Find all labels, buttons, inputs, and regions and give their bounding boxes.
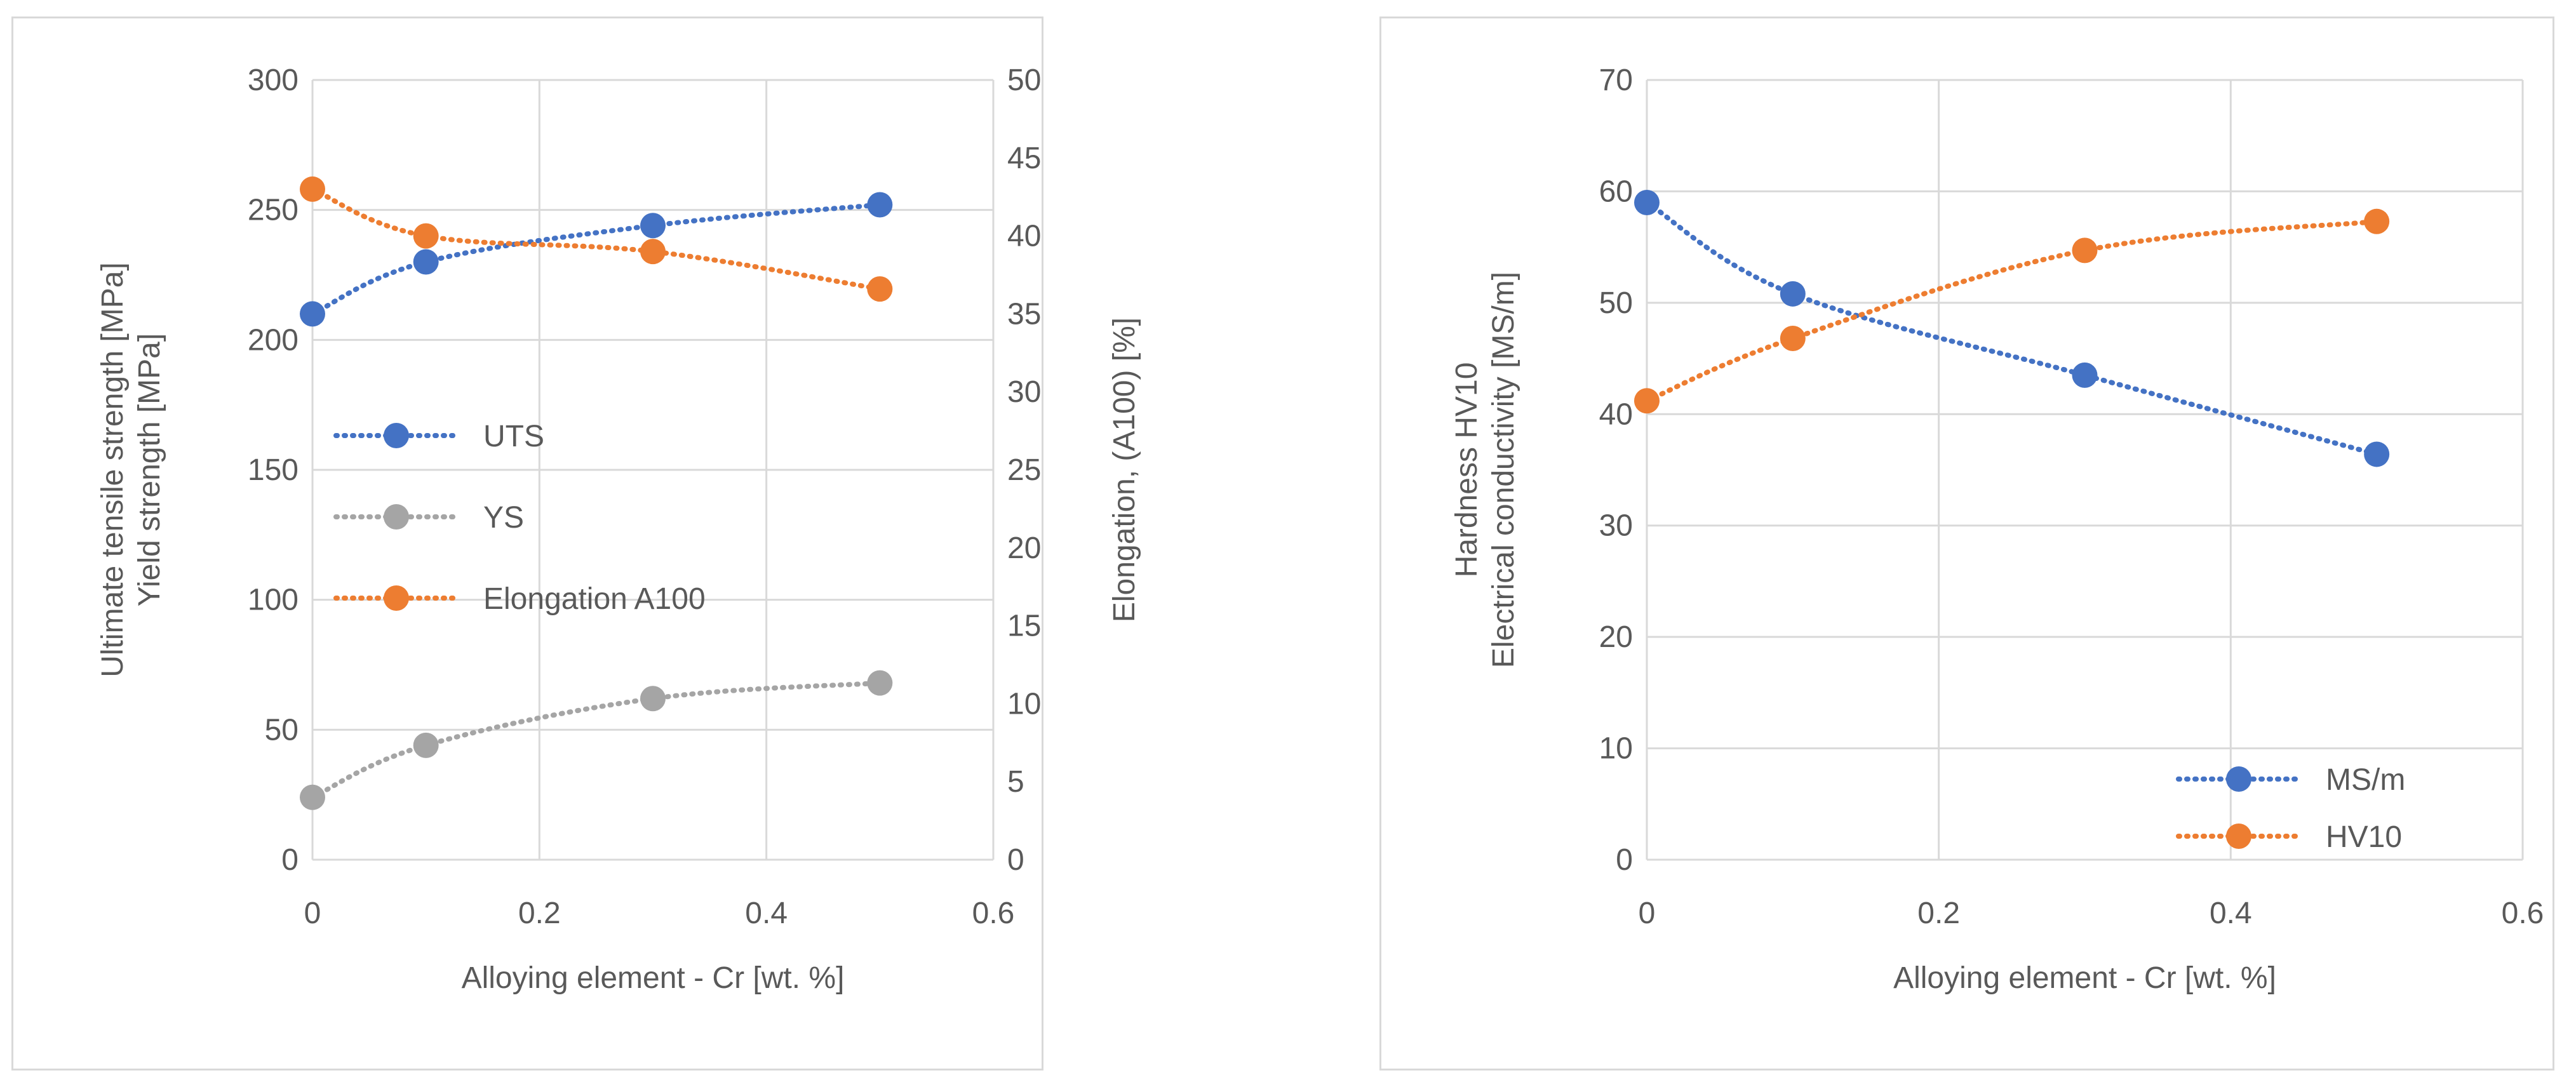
legend-marker [2226,824,2251,849]
data-point [300,176,325,202]
y-tick-label: 300 [248,63,299,97]
legend-marker [2226,766,2251,792]
x-tick-label: 0.2 [518,897,561,930]
y-tick-label: 150 [248,453,299,487]
series-line [310,202,883,317]
y-tick-label: 70 [1599,63,1633,97]
y2-tick-label: 5 [1007,765,1024,799]
y-tick-label: 0 [281,843,299,877]
x-tick-label: 0.4 [2210,897,2252,930]
y-axis-title: Yield strength [MPa] [133,333,166,606]
y-tick-label: 30 [1599,509,1633,543]
data-point [640,686,666,712]
legend-label: HV10 [2326,820,2402,854]
data-point [413,732,439,758]
y-axis-title: Hardness HV10 [1450,363,1484,578]
x-tick-label: 0.2 [1917,897,1960,930]
legend-marker [384,423,409,448]
data-point [1634,388,1660,414]
x-tick-label: 0 [1639,897,1656,930]
y2-axis-title: Elongation, (A100) [%] [1108,317,1141,622]
legend-label: YS [483,501,524,535]
y2-tick-label: 15 [1007,610,1041,643]
x-tick-label: 0.4 [745,897,788,930]
data-point [1634,189,1660,215]
series-line [1644,199,2380,457]
legend-marker [384,585,409,611]
y2-tick-label: 30 [1007,375,1041,409]
y-tick-label: 50 [1599,286,1633,320]
y2-tick-label: 0 [1007,843,1024,877]
left-chart-panel: 0 50 100 150 200 250 300 0 5 10 15 20 25 30 35 40 45 50 0 0… [11,17,1141,1070]
y2-tick-label: 50 [1007,63,1041,97]
y-tick-label: 50 [265,713,299,747]
x-tick-label: 0 [304,897,321,930]
legend-marker [384,504,409,530]
data-point [867,670,893,696]
y-axis-title: Electrical conductivity [MS/m] [1487,272,1520,668]
legend-label: Elongation A100 [483,582,706,616]
data-point [640,239,666,265]
data-point [413,249,439,275]
right-chart-panel: 0 10 20 30 40 50 60 70 0 0.2 0.4 0.6 Alloying elemen… [1379,17,2554,1070]
y2-tick-label: 45 [1007,142,1041,175]
data-point [1780,325,1806,351]
x-tick-label: 0.6 [2502,897,2544,930]
data-point [2072,237,2098,263]
y-tick-label: 250 [248,194,299,227]
y2-tick-label: 40 [1007,220,1041,253]
y2-tick-label: 20 [1007,531,1041,565]
data-point [2364,441,2390,467]
y-tick-label: 40 [1599,397,1633,431]
y-tick-label: 200 [248,323,299,357]
y-tick-label: 60 [1599,175,1633,208]
y2-tick-label: 25 [1007,453,1041,487]
x-axis-title: Alloying element - Cr [wt. %] [1893,961,2276,995]
x-axis-title: Alloying element - Cr [wt. %] [462,961,845,995]
y-tick-label: 0 [1616,843,1633,877]
data-point [1780,281,1806,307]
data-point [2364,208,2390,234]
data-point [867,276,893,302]
y-tick-label: 100 [248,584,299,617]
data-point [640,213,666,239]
legend-label: MS/m [2326,763,2405,797]
strength-elongation-chart: 0 50 100 150 200 250 300 0 5 10 15 20 25 30 35 40 45 50 0 0… [96,63,1141,995]
y2-tick-label: 10 [1007,687,1041,721]
data-point [2072,362,2098,388]
series-line [1644,218,2380,404]
x-tick-label: 0.6 [972,897,1015,930]
data-point [867,192,893,218]
data-point [300,784,325,810]
y-tick-label: 20 [1599,620,1633,654]
data-point [300,301,325,327]
series-line [310,680,883,800]
series-line [310,186,883,292]
legend-label: UTS [483,420,544,453]
y2-tick-label: 35 [1007,297,1041,331]
data-point [413,223,439,249]
conductivity-hardness-chart: 0 10 20 30 40 50 60 70 0 0.2 0.4 0.6 Alloying elemen… [1450,63,2544,995]
y-tick-label: 10 [1599,732,1633,766]
y-axis-title: Ultimate tensile strength [MPa] [96,262,130,677]
